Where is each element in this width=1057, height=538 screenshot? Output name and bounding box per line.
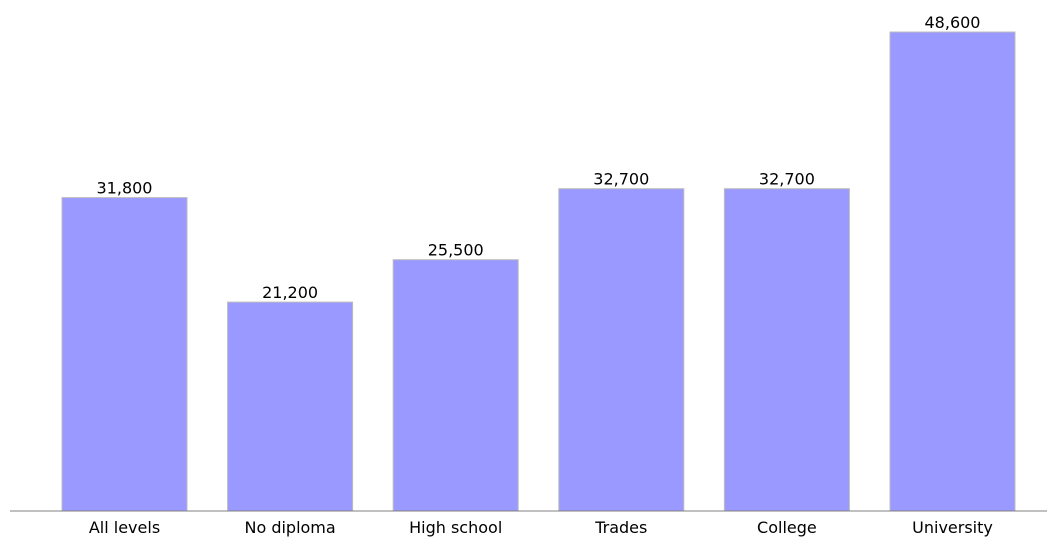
x-tick-labels-layer: All levels No diploma High school Trades Col…: [89, 518, 993, 537]
data-label-high-school: 25,500: [428, 241, 484, 260]
bar-all-levels: [61, 197, 188, 512]
x-tick-label-university: University: [912, 518, 993, 537]
bar-trades: [558, 188, 685, 512]
data-label-all-levels: 31,800: [97, 179, 153, 198]
bar-high-school: [392, 259, 519, 512]
value-labels-layer: 31,800 21,200 25,500 32,700 32,700 48,600: [97, 13, 981, 302]
data-label-trades: 32,700: [593, 170, 649, 189]
x-tick-label-no-diploma: No diploma: [244, 518, 335, 537]
bar-university: [889, 31, 1016, 512]
bar-no-diploma: [227, 301, 354, 512]
data-label-college: 32,700: [759, 170, 815, 189]
x-tick-label-high-school: High school: [409, 518, 502, 537]
bar-college: [723, 188, 850, 512]
data-label-no-diploma: 21,200: [262, 283, 318, 302]
x-tick-label-college: College: [757, 518, 817, 537]
bars-layer: [61, 31, 1016, 512]
data-label-university: 48,600: [925, 13, 981, 32]
x-tick-label-all-levels: All levels: [89, 518, 160, 537]
x-tick-label-trades: Trades: [594, 518, 647, 537]
